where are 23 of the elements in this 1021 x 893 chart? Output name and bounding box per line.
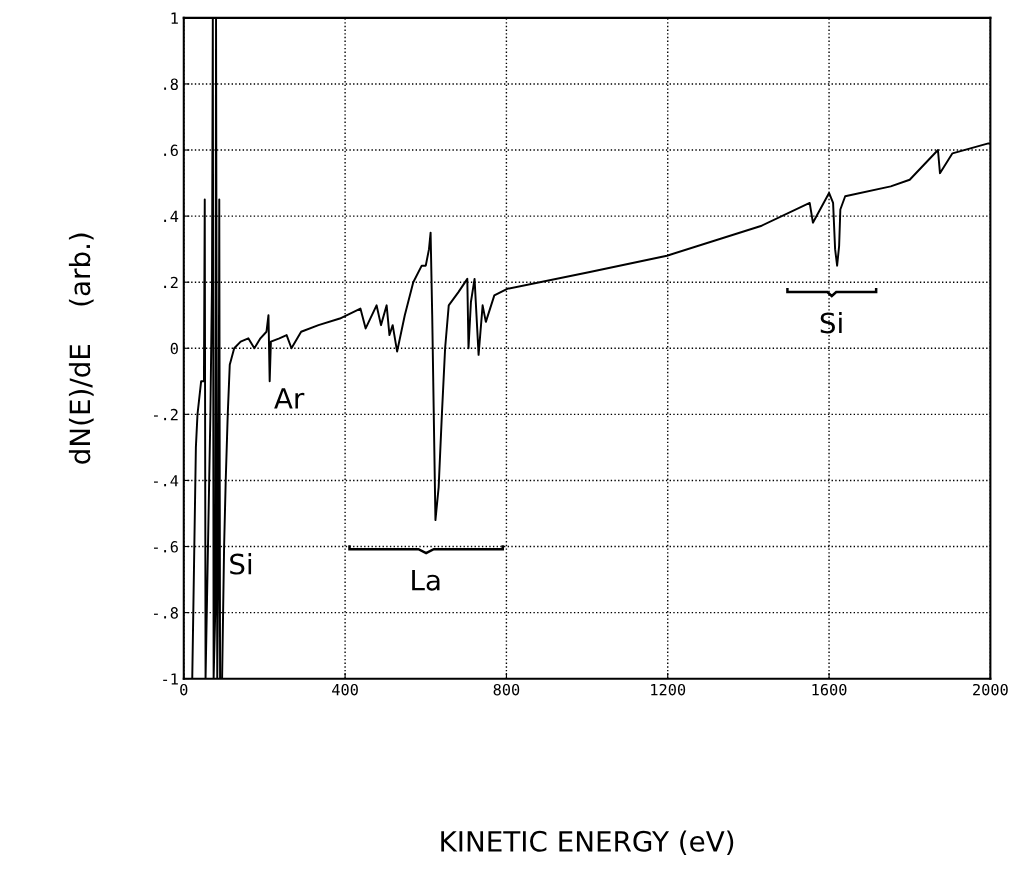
y-tick-label: .2 [164,276,178,289]
x-axis-title: KINETIC ENERGY (eV) [441,830,734,856]
y-tick-label: .8 [164,78,178,90]
y-tick-label: 1 [171,12,178,24]
annotation: La [412,570,440,591]
x-tick-label: 1200 [651,683,686,696]
y-tick-label: -.4 [153,475,179,487]
x-tick-label: 1600 [812,683,847,696]
annotation: Ar [274,388,305,409]
y-axis-title: dN(E)/dE (arb.) [68,233,94,464]
y-tick-label: -.6 [153,541,178,553]
y-tick-label: -.2 [153,408,178,421]
x-tick-label: 0 [180,683,188,696]
y-tick-label: -.8 [153,607,178,619]
y-tick-label: 0 [170,342,178,355]
x-tick-label: 2000 [973,683,1008,696]
y-tick-label: .6 [164,144,178,157]
x-tick-label: 400 [332,683,358,696]
annotation: Si [820,311,842,334]
y-tick-label: -1 [163,673,178,685]
x-tick-label: 800 [493,683,520,696]
annotation: Si [230,553,252,575]
y-tick-label: .4 [164,210,179,222]
